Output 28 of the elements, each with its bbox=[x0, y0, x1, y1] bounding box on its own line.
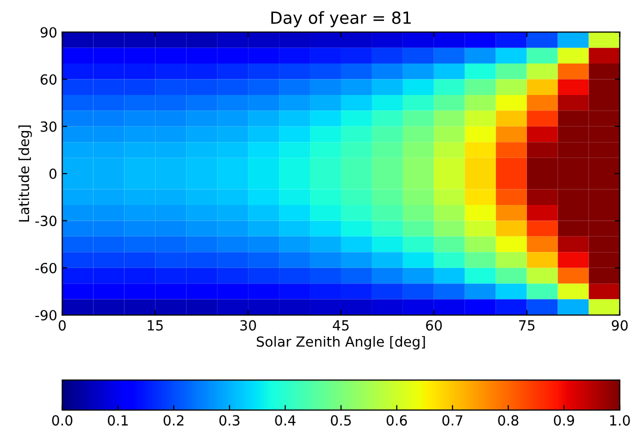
y-tick-label: -60 bbox=[35, 262, 56, 274]
y-tick-label: 0 bbox=[49, 168, 56, 180]
x-tick-label: 0 bbox=[58, 320, 66, 331]
y-tick-label: 90 bbox=[40, 27, 56, 38]
chart-title: Day of year = 81 bbox=[271, 11, 411, 28]
color-bar-label: 0.2 bbox=[164, 415, 184, 426]
x-tick-label: 45 bbox=[332, 320, 349, 331]
x-axis-title: Solar Zenith Angle [deg] bbox=[256, 336, 425, 350]
color-bar-label: 0.7 bbox=[442, 415, 462, 426]
y-tick-label: 60 bbox=[40, 74, 56, 85]
y-tick-label: -30 bbox=[35, 216, 56, 226]
color-bar-label: 0.3 bbox=[219, 415, 240, 426]
x-tick-label: 90 bbox=[612, 320, 628, 331]
color-bar-label: 0.0 bbox=[52, 415, 72, 426]
color-bar-label: 0.4 bbox=[275, 415, 296, 426]
x-tick-label: 15 bbox=[148, 320, 163, 331]
color-bar-label: 0.9 bbox=[554, 415, 574, 426]
color-bar-label: 0.6 bbox=[386, 415, 407, 426]
y-tick-label: -90 bbox=[35, 310, 56, 320]
y-tick-label: 30 bbox=[40, 121, 56, 132]
color-bar-label: 0.1 bbox=[108, 415, 128, 426]
color-bar-label: 0.5 bbox=[330, 415, 351, 426]
y-axis-title: Latitude [deg] bbox=[18, 125, 32, 222]
x-tick-label: 30 bbox=[240, 320, 256, 331]
x-tick-label: 60 bbox=[426, 320, 442, 331]
x-tick-label: 75 bbox=[519, 320, 534, 331]
color-bar-label: 0.8 bbox=[498, 415, 518, 426]
color-bar-label: 1.0 bbox=[610, 415, 630, 426]
